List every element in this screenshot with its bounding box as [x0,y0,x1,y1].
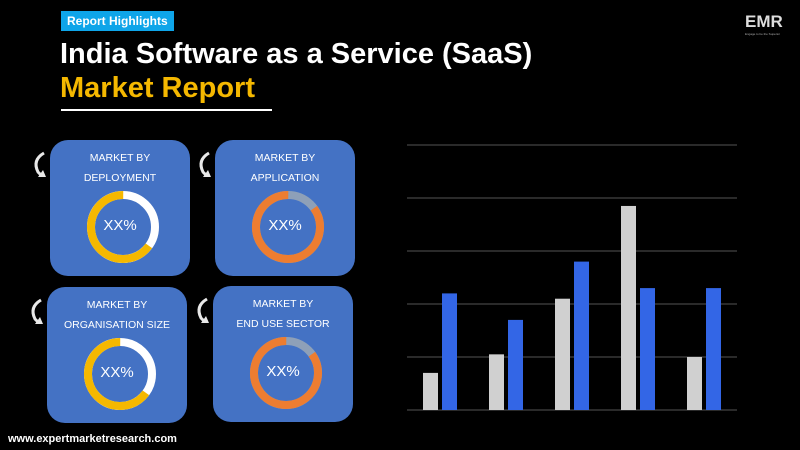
card-value: XX% [266,363,300,380]
card-label-line2: ORGANISATION SIZE [64,319,170,331]
card-value: XX% [268,217,302,234]
card-label: MARKET BY DEPLOYMENT [50,148,190,188]
bar [706,288,721,410]
card-label-line2: APPLICATION [250,172,320,184]
bar [489,354,504,410]
bar [442,293,457,410]
donut-fill [252,191,324,263]
market-card: MARKET BY DEPLOYMENT XX% [50,140,190,276]
card-label-line2: DEPLOYMENT [83,172,157,184]
curved-arrow-icon [195,150,217,180]
report-highlights-badge: Report Highlights [61,11,174,31]
curved-arrow-icon [27,297,49,327]
card-label: MARKET BY APPLICATION [215,148,355,188]
curved-arrow-icon [30,150,52,180]
page-title: India Software as a Service (SaaS) [60,38,533,70]
page-subtitle: Market Report [60,72,255,104]
card-label-line1: MARKET BY [86,299,148,311]
market-card: MARKET BY APPLICATION XX% [215,140,355,276]
bar [640,288,655,410]
bar [555,298,570,410]
title-underline [61,109,272,111]
bar [508,319,523,410]
bar [687,357,702,410]
card-label-line1: MARKET BY [89,152,151,164]
curved-arrow-icon [193,296,215,326]
donut-chart [84,338,156,410]
market-card: MARKET BY END USE SECTOR XX% [213,286,353,422]
donut-fill [84,338,156,410]
bar [621,205,636,410]
logo-text: EMR [745,12,783,31]
card-label: MARKET BY ORGANISATION SIZE [47,295,187,335]
donut-chart [250,337,322,409]
card-label-line1: MARKET BY [254,152,316,164]
card-value: XX% [100,364,134,381]
card-label: MARKET BY END USE SECTOR [213,294,353,334]
logo-tagline: Engage to be the Superior [745,32,781,36]
donut-chart [252,191,324,263]
market-card: MARKET BY ORGANISATION SIZE XX% [47,287,187,423]
bar-chart [407,144,737,411]
bar [423,372,438,410]
bar [574,261,589,410]
card-value: XX% [103,217,137,234]
website-url: www.expertmarketresearch.com [8,433,177,445]
donut-chart [87,191,159,263]
card-label-line1: MARKET BY [252,298,314,310]
emr-logo: EMR Engage to be the Superior [737,8,787,38]
card-label-line2: END USE SECTOR [236,318,330,330]
